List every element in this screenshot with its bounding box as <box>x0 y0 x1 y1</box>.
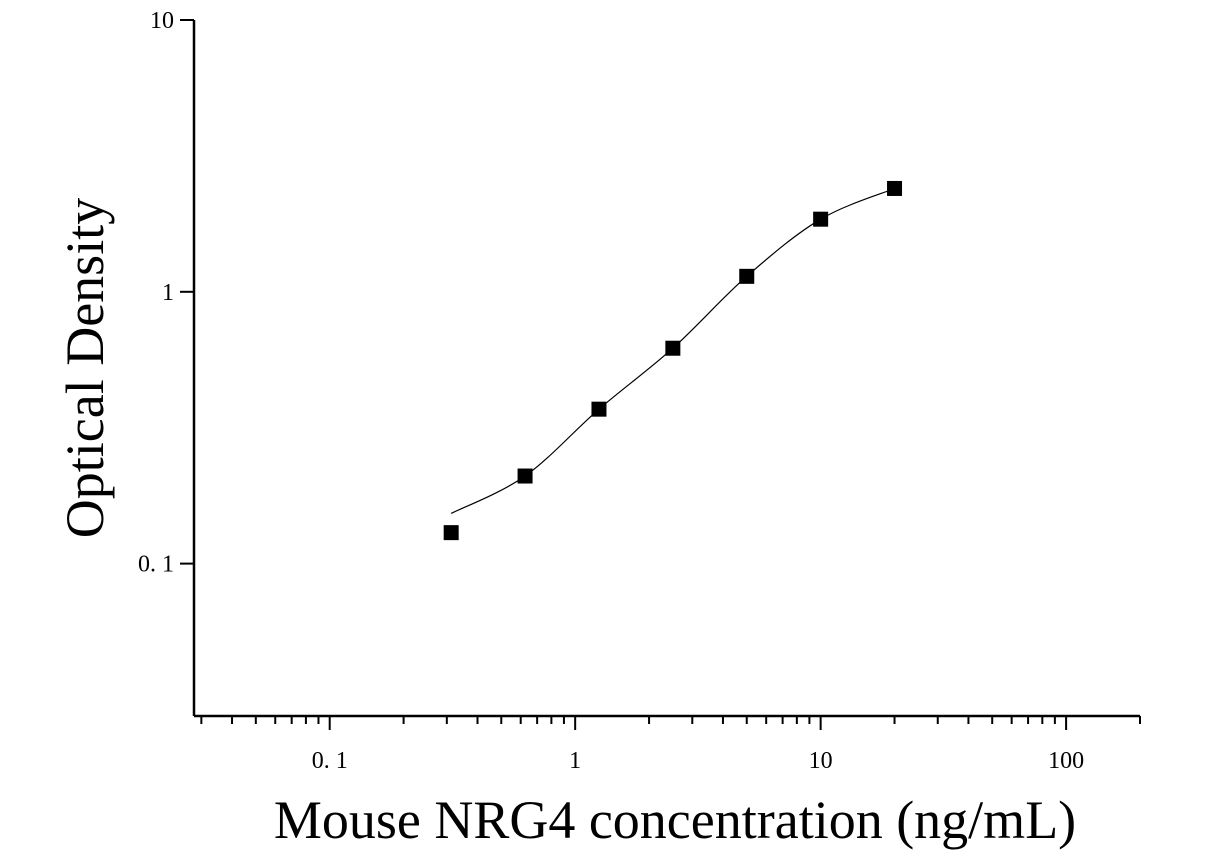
axes: 0. 1 1 10 100 0. 1 1 10 <box>138 8 1141 774</box>
x-axis-title: Mouse NRG4 concentration (ng/mL) <box>274 790 1076 850</box>
data-point <box>887 180 903 196</box>
y-tick-label: 1 <box>162 280 174 306</box>
y-tick-label: 0. 1 <box>138 552 174 578</box>
data-point <box>591 401 607 417</box>
y-tick-label: 10 <box>150 8 174 34</box>
y-axis-title: Optical Density <box>55 198 115 538</box>
x-tick-label: 100 <box>1048 748 1084 774</box>
x-tick-label: 10 <box>809 748 833 774</box>
data-point <box>517 468 533 484</box>
x-tick-label: 1 <box>569 748 581 774</box>
data-point <box>739 268 755 284</box>
data-point <box>813 211 829 227</box>
data-points-layer <box>443 180 903 541</box>
x-tick-label: 0. 1 <box>312 748 348 774</box>
data-point <box>665 340 681 356</box>
data-point <box>443 525 459 541</box>
